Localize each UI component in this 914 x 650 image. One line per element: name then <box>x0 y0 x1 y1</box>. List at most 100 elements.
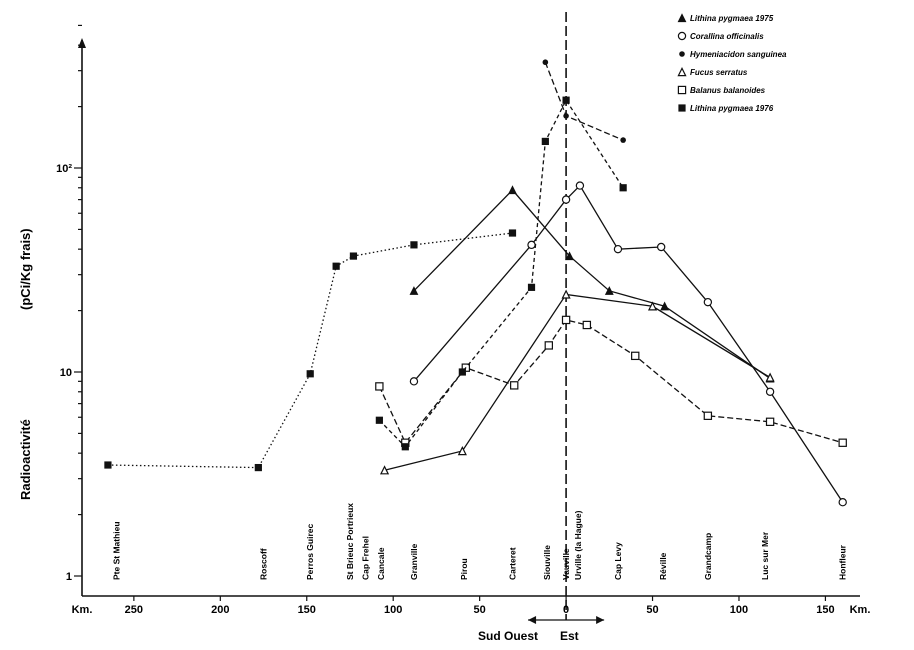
data-point <box>765 417 775 427</box>
x-tick-label: 150 <box>816 604 834 616</box>
site-label: Cap Frehel <box>361 536 371 580</box>
data-point <box>703 297 713 307</box>
x-tick-label: 100 <box>730 604 748 616</box>
data-point <box>409 377 419 386</box>
direction-labels: Sud Ouest Est <box>478 629 579 643</box>
legend-marker <box>677 31 687 41</box>
site-label: Pirou <box>459 558 469 580</box>
data-point <box>660 301 670 311</box>
data-point <box>582 320 592 330</box>
site-labels: Pte St Mathieu Roscoff Perros Guirec St Bri… <box>112 503 848 580</box>
y-axis-arrow <box>78 38 86 48</box>
data-point <box>457 446 467 456</box>
site-label: Pte St Mathieu <box>112 521 122 580</box>
site-label: Urville (la Hague) <box>573 510 583 580</box>
data-point <box>332 262 340 270</box>
data-point <box>254 463 262 472</box>
direction-arrow-right <box>596 616 605 624</box>
data-point <box>401 443 409 451</box>
legend-marker <box>678 104 686 112</box>
data-point <box>656 242 666 252</box>
direction-east-label: Est <box>560 629 579 643</box>
data-point <box>527 240 536 250</box>
legend-label: Lithina pygmaea 1976 <box>690 104 774 113</box>
data-point <box>379 465 390 475</box>
site-label: Roscoff <box>259 548 269 580</box>
data-point <box>561 195 571 204</box>
data-point <box>561 289 571 299</box>
x-tick-label: 200 <box>211 604 229 616</box>
site-label: Réville <box>658 552 668 580</box>
data-point <box>349 252 358 260</box>
x-tick-label: 50 <box>474 604 486 616</box>
data-point <box>838 498 847 507</box>
data-point <box>613 244 623 254</box>
series-line <box>384 293 771 471</box>
data-point <box>508 229 517 237</box>
series-line <box>544 61 624 141</box>
legend-label: Corallina officinalis <box>690 32 764 41</box>
data-point <box>620 137 626 143</box>
legend-marker <box>677 13 687 23</box>
site-label: Luc sur Mer <box>760 531 770 580</box>
y-tick-label: 10² <box>56 163 72 175</box>
site-label: St Brieuc Portrieux <box>345 503 355 580</box>
series-line <box>107 232 513 469</box>
data-point <box>631 351 640 361</box>
data-point <box>765 387 775 396</box>
data-point <box>409 286 419 295</box>
site-label: Vauville <box>561 548 571 580</box>
data-point <box>458 368 466 376</box>
y-tick-label: 10 <box>60 367 72 379</box>
legend-label: Hymeniacidon sanguinea <box>690 50 787 59</box>
y-axis-label-main: Radioactivité <box>18 419 33 500</box>
x-tick-label: 100 <box>384 604 402 616</box>
data-point <box>765 372 775 382</box>
series-layer <box>104 59 847 507</box>
data-point <box>375 416 383 424</box>
y-axis-label-unit: (pCi/Kg frais) <box>18 228 33 310</box>
series-unlabelled-6 <box>375 96 627 451</box>
legend-label: Balanus balanoides <box>690 86 766 95</box>
legend-label: Lithina pygmaea 1975 <box>690 14 774 23</box>
data-point <box>562 96 570 104</box>
data-point <box>306 370 314 378</box>
site-label: Cap Levy <box>613 542 623 580</box>
site-label: Cancale <box>376 547 386 580</box>
legend-marker <box>679 51 685 57</box>
x-tick-label: Km. <box>72 604 93 616</box>
site-label: Honfleur <box>838 544 848 580</box>
series-fucus-serratus <box>379 289 775 475</box>
x-tick-label: 0 <box>563 604 569 616</box>
data-point <box>575 181 585 190</box>
x-tick-label: 50 <box>646 604 658 616</box>
data-point <box>104 461 112 469</box>
legend-label: Fucus serratus <box>690 68 748 77</box>
data-point <box>838 438 847 447</box>
site-label: Grandcamp <box>703 533 713 580</box>
series-lithina-pygmaea-1976 <box>104 229 517 472</box>
series-balanus-balanoides <box>375 315 847 447</box>
data-point <box>561 315 571 325</box>
x-tick-label: 250 <box>125 604 143 616</box>
series-line <box>413 184 844 503</box>
y-axis-label: Radioactivité (pCi/Kg frais) <box>18 228 33 500</box>
x-tick-label: 150 <box>298 604 316 616</box>
direction-arrow-left <box>528 616 537 624</box>
data-point <box>647 301 658 311</box>
legend-marker <box>677 67 687 77</box>
data-point <box>541 137 549 146</box>
legend-marker <box>677 85 687 95</box>
series-lithina-pygmaea-1975 <box>409 185 775 383</box>
data-point <box>410 241 418 249</box>
direction-west-label: Sud Ouest <box>478 629 538 643</box>
legend: Lithina pygmaea 1975 Corallina officinali… <box>677 13 787 113</box>
site-label: Carteret <box>507 547 517 580</box>
series-corallina-officinalis <box>409 181 847 507</box>
site-label: Granville <box>409 543 419 580</box>
site-label: Siouville <box>542 545 552 580</box>
data-point <box>563 113 569 119</box>
series-hymeniacidon-sanguinea <box>542 59 626 143</box>
data-point <box>510 381 519 390</box>
